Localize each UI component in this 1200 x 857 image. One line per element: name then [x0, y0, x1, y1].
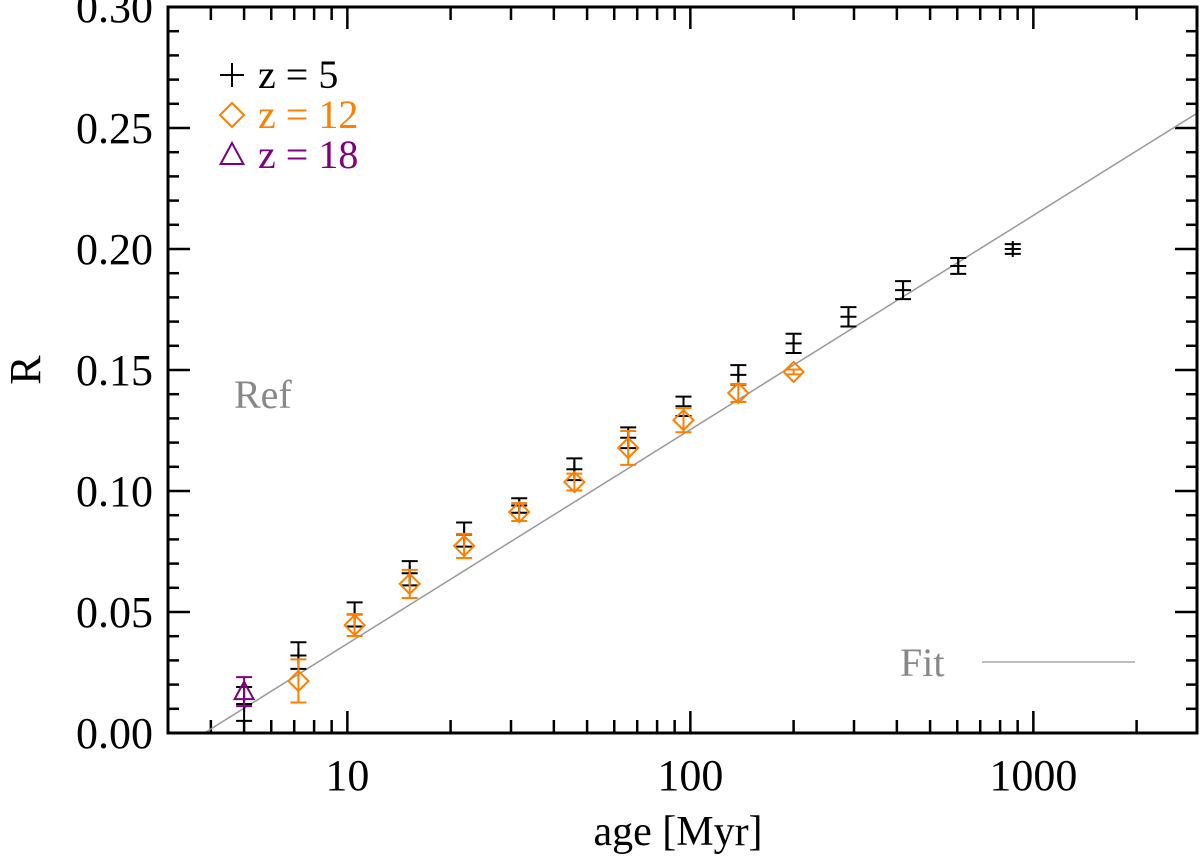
fit-legend: Fit [900, 640, 1135, 685]
legend: z = 5z = 12z = 18 [218, 52, 358, 177]
axis-ticks [166, 5, 1199, 735]
diamond-marker [782, 360, 806, 384]
diamond-marker [398, 572, 422, 596]
plot-frame [166, 5, 1199, 735]
y-tick-label: 0.15 [76, 346, 153, 395]
diamond-marker [726, 381, 750, 405]
y-tick-label: 0.00 [76, 709, 153, 758]
triangle-marker [218, 140, 246, 165]
diamond-marker [452, 534, 476, 558]
legend-label: z = 18 [258, 132, 358, 177]
triangle-marker [232, 679, 256, 701]
diamond-marker [672, 408, 695, 432]
fit-legend-label: Fit [900, 640, 944, 685]
y-tick-label: 0.05 [76, 588, 153, 637]
y-tick-label: 0.25 [76, 104, 153, 153]
fit-line [203, 112, 1198, 734]
y-tick-label: 0.20 [76, 225, 153, 274]
diamond-marker [616, 436, 640, 460]
legend-label: z = 5 [258, 52, 338, 97]
ref-annotation: Ref [234, 372, 292, 417]
x-tick-label: 10 [325, 751, 369, 800]
diamond-marker [343, 613, 367, 637]
tick-labels: 10 100 1000 0.00 0.05 0.10 0.15 0.20 0.25 0.30 [76, 0, 1077, 800]
series-triangle [232, 676, 256, 708]
x-axis-label: age [Myr] [593, 809, 762, 855]
y-tick-label: 0.30 [76, 0, 153, 32]
diamond-marker [286, 669, 310, 693]
x-tick-label: 1000 [989, 751, 1077, 800]
diamond-marker [562, 470, 586, 494]
diamond-marker [218, 101, 246, 129]
y-tick-label: 0.10 [76, 467, 153, 516]
diamond-marker [507, 500, 531, 524]
legend-label: z = 12 [258, 92, 358, 137]
data-points [232, 241, 1021, 722]
fit-line-group [203, 112, 1198, 734]
x-tick-label: 100 [657, 751, 723, 800]
series-diamond [286, 360, 806, 704]
y-axis-label: R [1, 355, 50, 385]
